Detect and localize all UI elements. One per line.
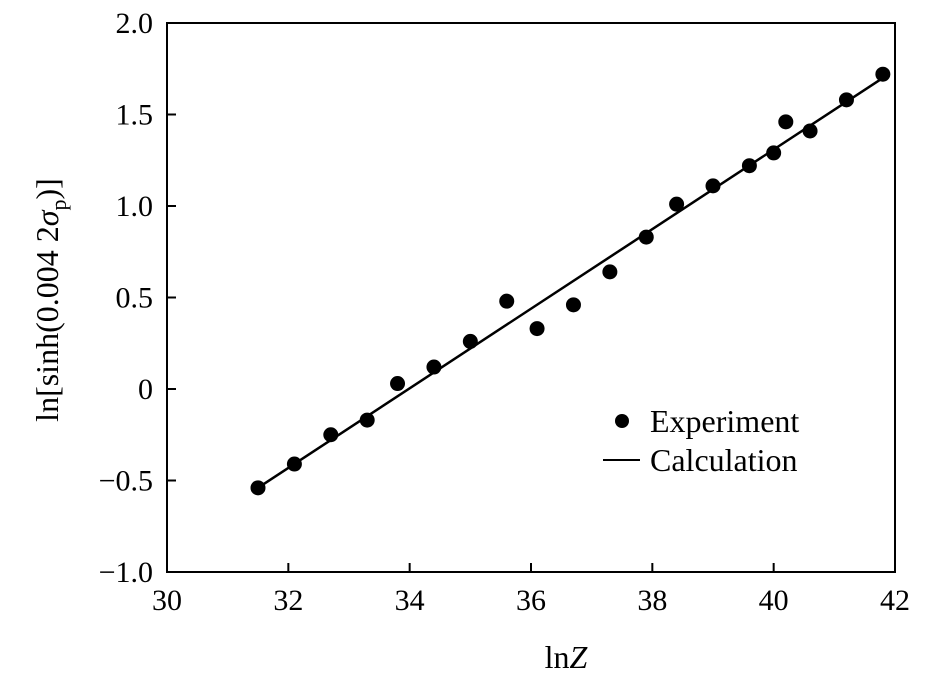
- experiment-point: [778, 114, 794, 130]
- experiment-point: [638, 229, 654, 245]
- experiment-point: [602, 264, 618, 280]
- x-tick-label: 32: [273, 584, 303, 617]
- y-tick-label: 0: [138, 373, 153, 406]
- experiment-point: [875, 66, 891, 82]
- experiment-point: [565, 297, 581, 313]
- x-tick-label: 38: [637, 584, 667, 617]
- experiment-point: [323, 427, 339, 443]
- y-axis-title-sigma: σ: [29, 209, 65, 226]
- experiment-point: [426, 359, 442, 375]
- x-axis-title: lnZ: [545, 639, 589, 675]
- y-axis-title-prefix: ln[sinh(0.004 2: [29, 226, 65, 422]
- x-tick-label: 34: [395, 584, 425, 617]
- x-axis-title-italic: Z: [570, 639, 589, 675]
- x-tick-label: 40: [759, 584, 789, 617]
- experiment-point: [390, 376, 406, 392]
- x-tick-label: 36: [516, 584, 546, 617]
- y-axis-title: ln[sinh(0.004 2σp)]: [29, 178, 71, 422]
- plot-area-frame: [166, 22, 896, 573]
- experiment-point: [286, 456, 302, 472]
- experiment-point: [838, 92, 854, 108]
- experiment-point: [766, 145, 782, 161]
- y-axis-title-subscript: p: [46, 199, 71, 210]
- x-tick-label: 30: [152, 584, 182, 617]
- y-tick-label: 1.5: [116, 99, 154, 132]
- y-tick-label: −0.5: [99, 465, 153, 498]
- legend-experiment-label: Experiment: [650, 403, 799, 439]
- y-tick-label: 0.5: [116, 282, 154, 315]
- experiment-point: [499, 293, 515, 309]
- experiment-point: [250, 480, 266, 496]
- legend: Experiment Calculation: [603, 403, 799, 478]
- legend-calculation-label: Calculation: [650, 442, 798, 478]
- y-tick-label: −1.0: [99, 556, 153, 589]
- experiment-point: [359, 412, 375, 428]
- experiment-point: [529, 321, 545, 337]
- series-layer: [250, 66, 891, 496]
- x-tick-label: 42: [880, 584, 910, 617]
- y-tick-label: 2.0: [116, 7, 154, 40]
- x-axis-title-main: ln: [545, 639, 570, 675]
- experiment-point: [802, 123, 818, 139]
- y-axis: −1.0 −0.5 0 0.5 1.0 1.5 2.0: [99, 7, 176, 589]
- experiment-point: [705, 178, 721, 194]
- legend-experiment-marker: [615, 414, 629, 428]
- experiment-point: [669, 196, 685, 212]
- experiment-point: [462, 333, 478, 349]
- y-tick-label: 1.0: [116, 190, 154, 223]
- y-axis-title-suffix: )]: [29, 178, 65, 199]
- experiment-point: [741, 158, 757, 174]
- x-axis: 30 32 34 36 38 40 42: [152, 563, 910, 617]
